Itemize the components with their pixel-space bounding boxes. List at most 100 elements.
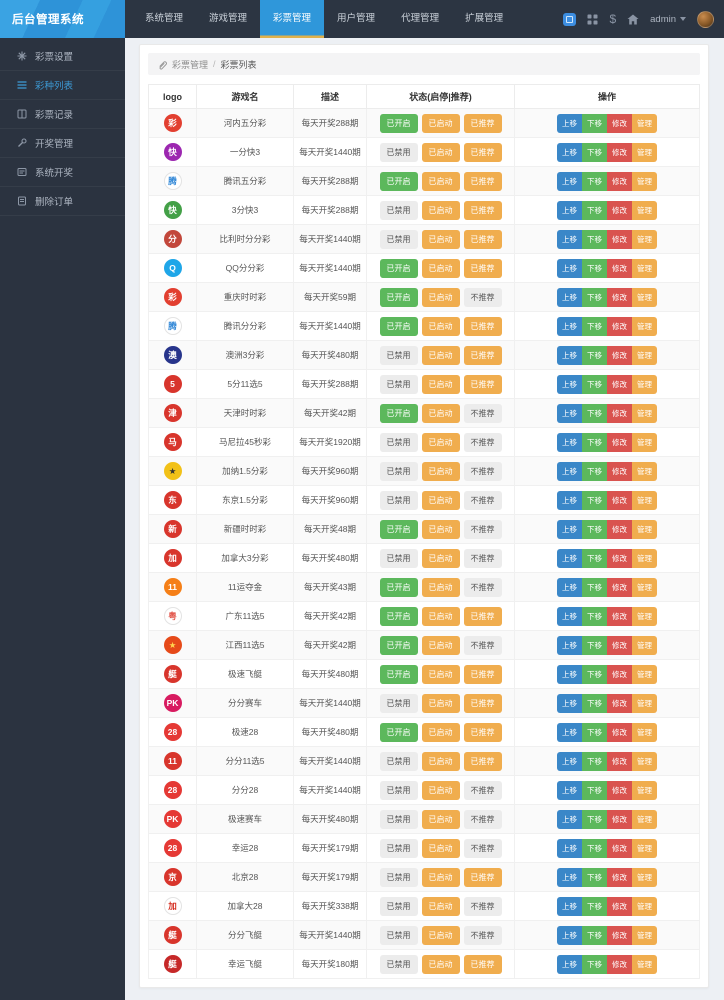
manage-button[interactable]: 管理 <box>632 403 657 423</box>
status-enabled-badge[interactable]: 已禁用 <box>379 693 418 713</box>
move-up-button[interactable]: 上移 <box>557 490 582 510</box>
sidebar-item-delete-orders[interactable]: 删除订单 <box>0 187 125 216</box>
status-recommend-badge[interactable]: 已推荐 <box>463 751 502 771</box>
edit-button[interactable]: 修改 <box>607 722 632 742</box>
move-up-button[interactable]: 上移 <box>557 722 582 742</box>
status-running-badge[interactable]: 已启动 <box>421 867 460 887</box>
status-recommend-badge[interactable]: 已推荐 <box>463 664 502 684</box>
status-running-badge[interactable]: 已启动 <box>421 374 460 394</box>
status-running-badge[interactable]: 已启动 <box>421 548 460 568</box>
manage-button[interactable]: 管理 <box>632 867 657 887</box>
manage-button[interactable]: 管理 <box>632 316 657 336</box>
breadcrumb-section[interactable]: 彩票管理 <box>172 59 209 70</box>
status-running-badge[interactable]: 已启动 <box>421 751 460 771</box>
status-running-badge[interactable]: 已启动 <box>421 954 460 974</box>
move-up-button[interactable]: 上移 <box>557 838 582 858</box>
edit-button[interactable]: 修改 <box>607 925 632 945</box>
status-running-badge[interactable]: 已启动 <box>421 780 460 800</box>
status-running-badge[interactable]: 已启动 <box>421 809 460 829</box>
status-recommend-badge[interactable]: 已推荐 <box>463 954 502 974</box>
move-down-button[interactable]: 下移 <box>582 345 607 365</box>
manage-button[interactable]: 管理 <box>632 490 657 510</box>
user-menu[interactable]: admin <box>650 14 686 25</box>
status-enabled-badge[interactable]: 已禁用 <box>379 809 418 829</box>
status-enabled-badge[interactable]: 已禁用 <box>379 548 418 568</box>
nav-tab-lottery[interactable]: 彩票管理 <box>260 0 325 38</box>
move-down-button[interactable]: 下移 <box>582 838 607 858</box>
move-up-button[interactable]: 上移 <box>557 113 582 133</box>
status-enabled-badge[interactable]: 已禁用 <box>379 838 418 858</box>
status-enabled-badge[interactable]: 已禁用 <box>379 925 418 945</box>
move-down-button[interactable]: 下移 <box>582 693 607 713</box>
status-recommend-badge[interactable]: 不推荐 <box>463 461 502 481</box>
edit-button[interactable]: 修改 <box>607 200 632 220</box>
move-up-button[interactable]: 上移 <box>557 635 582 655</box>
manage-button[interactable]: 管理 <box>632 693 657 713</box>
status-recommend-badge[interactable]: 不推荐 <box>463 519 502 539</box>
status-enabled-badge[interactable]: 已开启 <box>379 722 418 742</box>
status-recommend-badge[interactable]: 不推荐 <box>463 635 502 655</box>
move-up-button[interactable]: 上移 <box>557 896 582 916</box>
status-running-badge[interactable]: 已启动 <box>421 635 460 655</box>
move-down-button[interactable]: 下移 <box>582 229 607 249</box>
manage-button[interactable]: 管理 <box>632 925 657 945</box>
status-enabled-badge[interactable]: 已开启 <box>379 519 418 539</box>
edit-button[interactable]: 修改 <box>607 287 632 307</box>
edit-button[interactable]: 修改 <box>607 664 632 684</box>
nav-tab-agents[interactable]: 代理管理 <box>401 13 440 24</box>
home-icon[interactable] <box>627 14 639 25</box>
manage-button[interactable]: 管理 <box>632 461 657 481</box>
status-enabled-badge[interactable]: 已开启 <box>379 635 418 655</box>
manage-button[interactable]: 管理 <box>632 142 657 162</box>
status-running-badge[interactable]: 已启动 <box>421 316 460 336</box>
edit-button[interactable]: 修改 <box>607 751 632 771</box>
manage-button[interactable]: 管理 <box>632 780 657 800</box>
manage-button[interactable]: 管理 <box>632 809 657 829</box>
move-down-button[interactable]: 下移 <box>582 809 607 829</box>
move-down-button[interactable]: 下移 <box>582 896 607 916</box>
status-recommend-badge[interactable]: 已推荐 <box>463 258 502 278</box>
manage-button[interactable]: 管理 <box>632 838 657 858</box>
edit-button[interactable]: 修改 <box>607 954 632 974</box>
status-enabled-badge[interactable]: 已禁用 <box>379 432 418 452</box>
manage-button[interactable]: 管理 <box>632 548 657 568</box>
move-up-button[interactable]: 上移 <box>557 664 582 684</box>
move-down-button[interactable]: 下移 <box>582 113 607 133</box>
edit-button[interactable]: 修改 <box>607 548 632 568</box>
move-up-button[interactable]: 上移 <box>557 316 582 336</box>
manage-button[interactable]: 管理 <box>632 896 657 916</box>
move-up-button[interactable]: 上移 <box>557 751 582 771</box>
status-enabled-badge[interactable]: 已禁用 <box>379 345 418 365</box>
status-running-badge[interactable]: 已启动 <box>421 142 460 162</box>
status-recommend-badge[interactable]: 不推荐 <box>463 838 502 858</box>
edit-button[interactable]: 修改 <box>607 606 632 626</box>
status-recommend-badge[interactable]: 已推荐 <box>463 113 502 133</box>
dollar-icon[interactable]: $ <box>609 12 617 26</box>
status-enabled-badge[interactable]: 已禁用 <box>379 461 418 481</box>
status-running-badge[interactable]: 已启动 <box>421 287 460 307</box>
edit-button[interactable]: 修改 <box>607 316 632 336</box>
move-down-button[interactable]: 下移 <box>582 722 607 742</box>
status-enabled-badge[interactable]: 已开启 <box>379 113 418 133</box>
status-recommend-badge[interactable]: 不推荐 <box>463 548 502 568</box>
move-down-button[interactable]: 下移 <box>582 925 607 945</box>
status-recommend-badge[interactable]: 已推荐 <box>463 200 502 220</box>
edit-button[interactable]: 修改 <box>607 345 632 365</box>
edit-button[interactable]: 修改 <box>607 896 632 916</box>
nav-tab-users[interactable]: 用户管理 <box>337 13 376 24</box>
status-enabled-badge[interactable]: 已开启 <box>379 258 418 278</box>
status-recommend-badge[interactable]: 不推荐 <box>463 287 502 307</box>
status-running-badge[interactable]: 已启动 <box>421 722 460 742</box>
nav-tab-extensions[interactable]: 扩展管理 <box>465 13 504 24</box>
status-running-badge[interactable]: 已启动 <box>421 229 460 249</box>
status-enabled-badge[interactable]: 已禁用 <box>379 954 418 974</box>
status-running-badge[interactable]: 已启动 <box>421 171 460 191</box>
move-up-button[interactable]: 上移 <box>557 548 582 568</box>
status-enabled-badge[interactable]: 已开启 <box>379 664 418 684</box>
manage-button[interactable]: 管理 <box>632 229 657 249</box>
move-down-button[interactable]: 下移 <box>582 403 607 423</box>
status-running-badge[interactable]: 已启动 <box>421 606 460 626</box>
edit-button[interactable]: 修改 <box>607 432 632 452</box>
avatar[interactable] <box>697 10 714 28</box>
status-enabled-badge[interactable]: 已开启 <box>379 287 418 307</box>
